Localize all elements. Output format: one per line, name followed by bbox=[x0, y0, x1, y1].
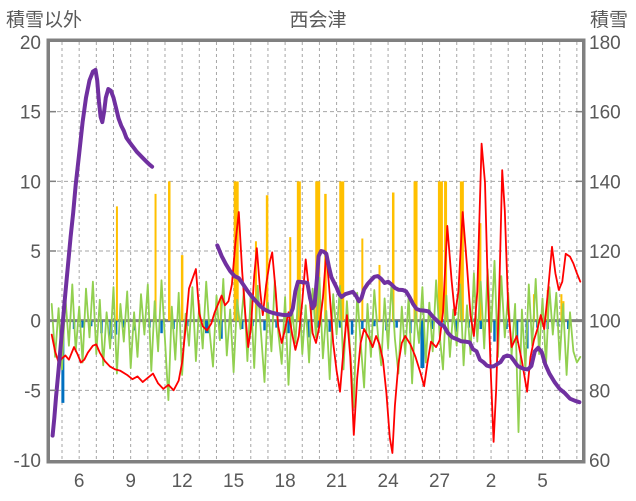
left-axis-tick-label: -5 bbox=[24, 381, 41, 402]
right-axis-title: 積雪 bbox=[589, 10, 628, 31]
x-axis-tick-label: 21 bbox=[326, 471, 347, 492]
x-axis-tick-label: 2 bbox=[486, 471, 497, 492]
x-axis-tick-label: 12 bbox=[172, 471, 193, 492]
axis-labels: 20 15 10 5 0 -5 -10 180 160 140 120 100 80 60 6 9 12 15 18… bbox=[14, 33, 621, 492]
x-axis-tick-label: 9 bbox=[125, 471, 136, 492]
left-axis-tick-label: 15 bbox=[20, 103, 41, 124]
series-group bbox=[50, 67, 582, 454]
right-axis-tick-label: 140 bbox=[589, 172, 621, 193]
x-axis-tick-label: 24 bbox=[378, 471, 400, 492]
series-red-line bbox=[50, 142, 582, 454]
series-green-line bbox=[50, 259, 582, 433]
x-axis-tick-label: 6 bbox=[74, 471, 85, 492]
left-axis-tick-label: 20 bbox=[20, 33, 41, 54]
x-axis-tick-label: 27 bbox=[429, 471, 450, 492]
right-axis-tick-label: 120 bbox=[589, 242, 621, 263]
right-axis-tick-label: 180 bbox=[589, 33, 621, 54]
plot-frame bbox=[46, 38, 586, 464]
left-axis-tick-label: 10 bbox=[20, 172, 41, 193]
series-snow-depth-line bbox=[50, 67, 582, 438]
x-axis-tick-label: 5 bbox=[537, 471, 548, 492]
right-axis-tick-label: 60 bbox=[589, 451, 610, 472]
left-axis-tick-label: 0 bbox=[30, 312, 41, 333]
left-axis-tick-label: 5 bbox=[30, 242, 41, 263]
x-axis-tick-label: 15 bbox=[223, 471, 244, 492]
chart-title: 西会津 bbox=[289, 10, 347, 31]
x-axis-tick-label: 18 bbox=[275, 471, 296, 492]
left-axis-tick-label: -10 bbox=[14, 451, 41, 472]
left-axis-title: 積雪以外 bbox=[6, 10, 83, 31]
right-axis-tick-label: 160 bbox=[589, 103, 621, 124]
snow-depth-line-segment bbox=[215, 243, 582, 405]
snow-depth-line-segment bbox=[50, 67, 155, 438]
right-axis-tick-label: 100 bbox=[589, 312, 621, 333]
right-axis-tick-label: 80 bbox=[589, 381, 610, 402]
